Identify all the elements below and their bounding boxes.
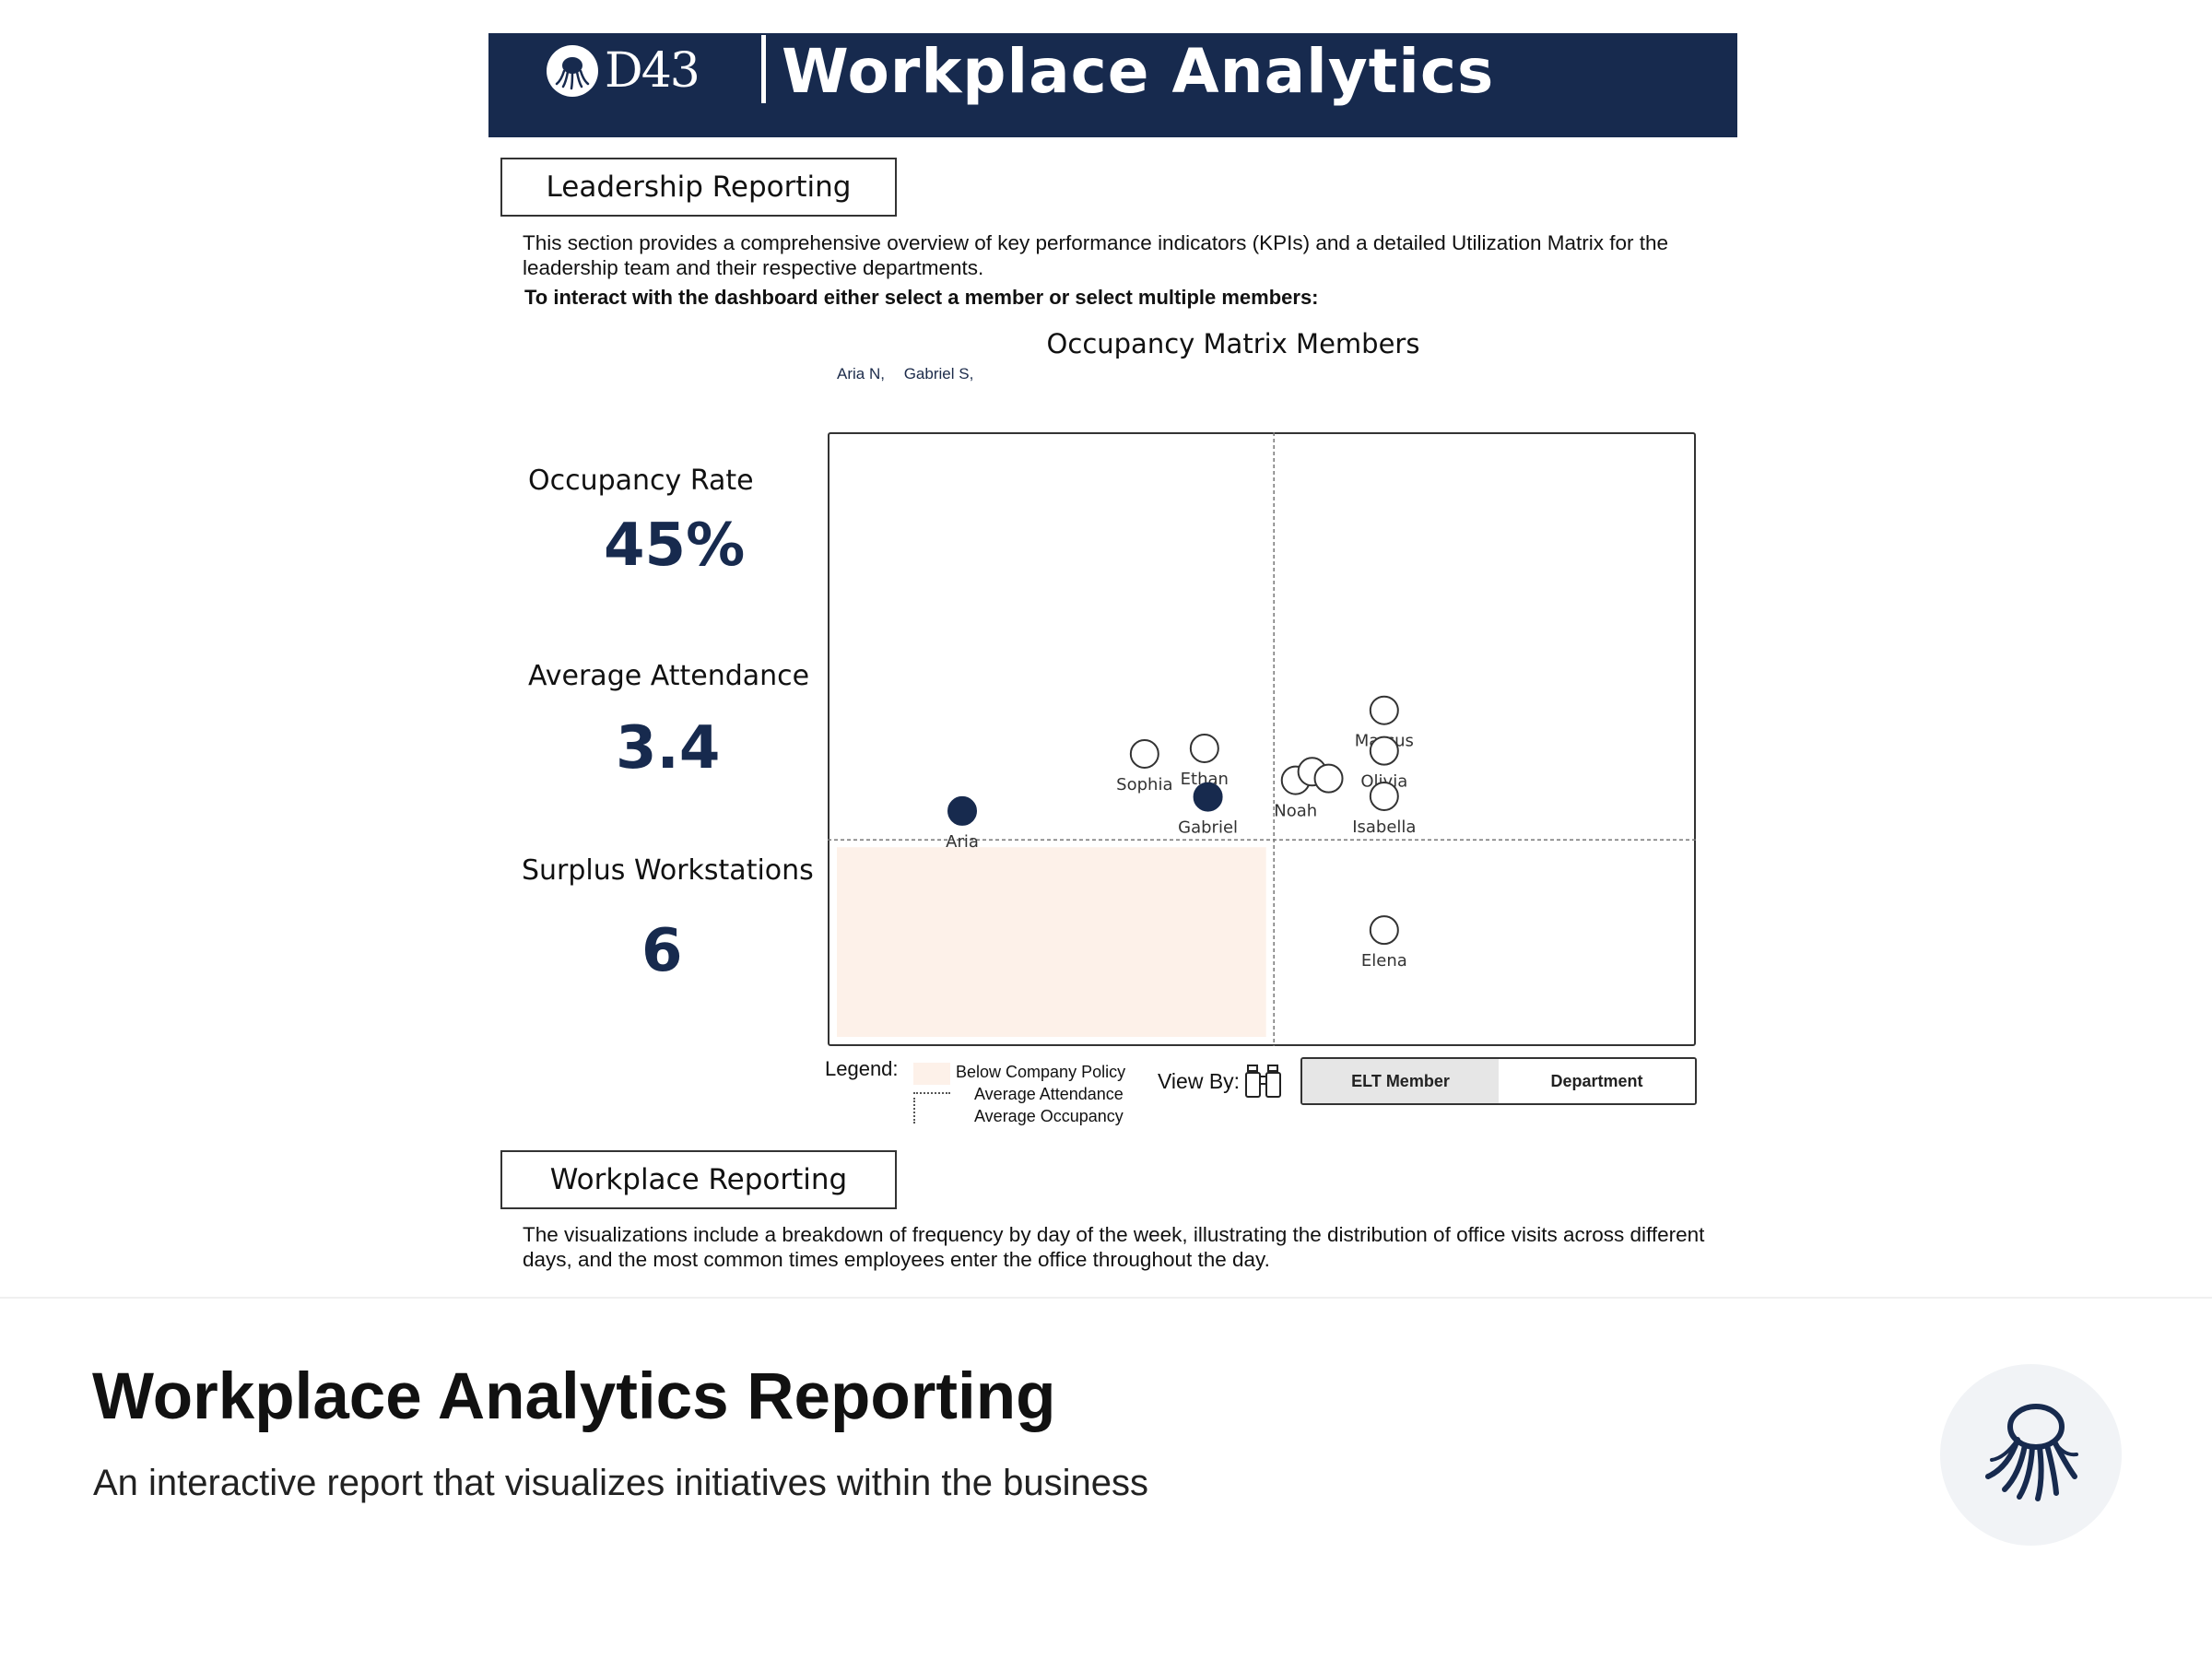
member-label: Elena xyxy=(1361,951,1407,971)
view-by-toggle[interactable]: ELT Member Department xyxy=(1300,1057,1697,1105)
legend-item-average-occupancy: Average Occupancy xyxy=(974,1107,1124,1125)
banner-divider xyxy=(761,35,766,103)
kpi-label-average-attendance: Average Attendance xyxy=(528,660,810,692)
octopus-logo-icon xyxy=(547,45,598,97)
legend-swatch-below-policy xyxy=(913,1063,950,1085)
kpi-label-occupancy-rate: Occupancy Rate xyxy=(528,465,754,497)
legend-item-average-attendance: Average Attendance xyxy=(974,1085,1124,1103)
member-point[interactable] xyxy=(1369,695,1399,725)
legend-item-below-policy: Below Company Policy xyxy=(956,1063,1126,1081)
matrix-title: Occupancy Matrix Members xyxy=(1046,328,1420,359)
workplace-description: The visualizations include a breakdown o… xyxy=(523,1223,1705,1271)
member-label: Gabriel xyxy=(1178,818,1238,838)
legend-line-average-occupancy xyxy=(913,1098,915,1124)
member-label: Isabella xyxy=(1352,818,1416,837)
member-point[interactable] xyxy=(1369,735,1399,766)
toggle-department[interactable]: Department xyxy=(1499,1059,1695,1103)
workplace-reporting-heading: Workplace Reporting xyxy=(500,1150,897,1209)
member-point[interactable] xyxy=(1313,763,1344,794)
member-point[interactable] xyxy=(1189,733,1219,763)
kpi-value-surplus-workstations: 6 xyxy=(641,917,683,985)
member-point[interactable] xyxy=(1369,915,1399,946)
toggle-elt-member[interactable]: ELT Member xyxy=(1302,1059,1499,1103)
leadership-reporting-heading: Leadership Reporting xyxy=(500,158,897,217)
member-point[interactable] xyxy=(947,795,978,826)
binoculars-icon xyxy=(1244,1062,1283,1104)
member-point[interactable] xyxy=(1369,781,1399,811)
occupancy-matrix-chart[interactable]: MarcusOliviaIsabellaElenaSophiaEthanNoah… xyxy=(828,432,1696,1046)
footer-title: Workplace Analytics Reporting xyxy=(92,1360,1056,1433)
chart-frame xyxy=(828,432,1696,1046)
logo-text: D43 xyxy=(605,43,700,99)
member-label: Ethan xyxy=(1181,770,1229,789)
header-banner xyxy=(488,33,1737,137)
member-point[interactable] xyxy=(1129,738,1159,769)
view-by-label: View By: xyxy=(1158,1069,1241,1093)
octopus-icon xyxy=(1940,1364,2122,1546)
legend-label: Legend: xyxy=(825,1057,899,1080)
selected-members: Aria N, Gabriel S, xyxy=(837,365,988,383)
member-tag[interactable]: Gabriel S, xyxy=(903,365,974,382)
kpi-label-surplus-workstations: Surplus Workstations xyxy=(522,854,814,887)
member-label: Sophia xyxy=(1116,775,1172,794)
member-point[interactable] xyxy=(1193,782,1223,812)
legend-line-average-attendance xyxy=(913,1092,950,1094)
footer-subtitle: An interactive report that visualizes in… xyxy=(93,1463,1148,1503)
kpi-value-occupancy-rate: 45% xyxy=(604,512,746,580)
member-tag[interactable]: Aria N, xyxy=(837,365,885,382)
member-label: Aria xyxy=(946,832,979,852)
kpi-value-average-attendance: 3.4 xyxy=(616,714,721,782)
page-title: Workplace Analytics xyxy=(782,36,1495,107)
member-label: Noah xyxy=(1274,802,1317,821)
below-policy-region xyxy=(837,847,1266,1037)
divider xyxy=(0,1297,2212,1299)
interaction-instruction: To interact with the dashboard either se… xyxy=(524,286,1319,309)
leadership-description: This section provides a comprehensive ov… xyxy=(523,231,1669,279)
